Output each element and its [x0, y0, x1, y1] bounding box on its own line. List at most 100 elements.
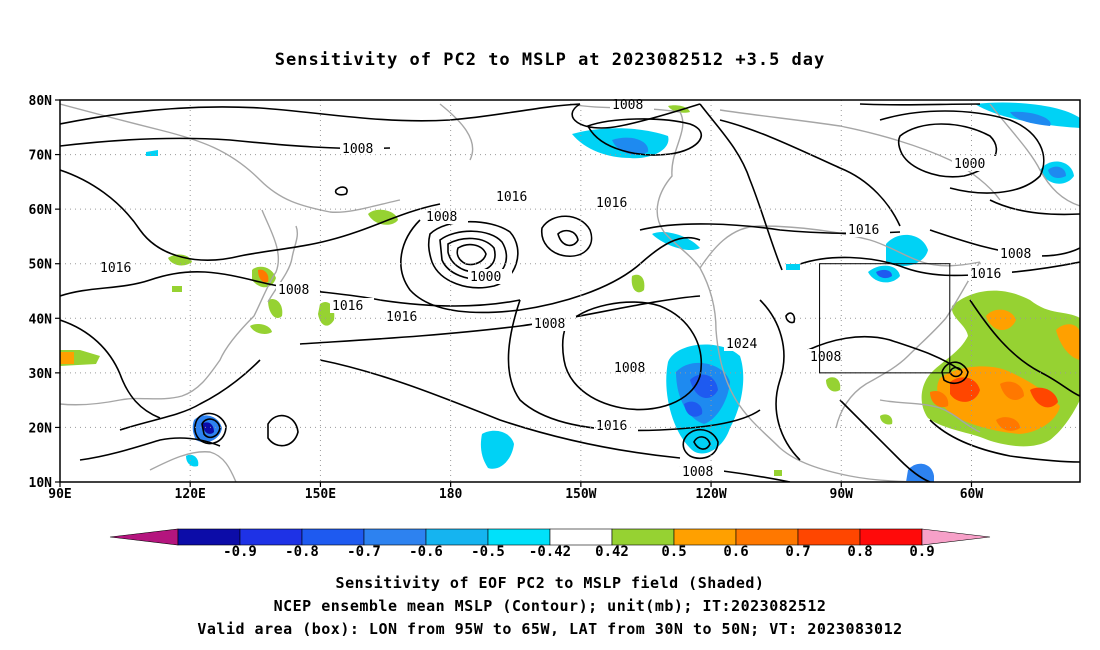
colorbar	[109, 528, 991, 546]
contour-label: 1016	[970, 267, 1001, 282]
contour-line	[693, 436, 711, 450]
lat-tick-label: 80N	[29, 94, 53, 109]
coastline	[989, 103, 1080, 207]
colorbar-tick-label: 0.7	[785, 544, 810, 560]
caption-valid-area: Valid area (box): LON from 95W to 65W, L…	[197, 620, 903, 638]
contour-label: 1008	[682, 465, 713, 480]
contour-line	[541, 215, 593, 257]
colorbar-tick-label: -0.5	[471, 544, 505, 560]
shade-negative	[786, 264, 800, 270]
colorbar-segment	[549, 528, 613, 546]
colorbar-segment	[859, 528, 923, 546]
contour-label: 1008	[614, 361, 645, 376]
contour-line	[201, 418, 221, 439]
shade-negative	[906, 463, 934, 482]
contour-line	[194, 412, 227, 445]
coastline	[879, 399, 981, 433]
contour-line	[60, 319, 161, 419]
contour-line	[267, 414, 299, 447]
shade-positive	[250, 324, 272, 334]
colorbar-tick-label: 0.42	[595, 544, 629, 560]
contour-label-bg	[724, 336, 768, 351]
coastline	[569, 103, 931, 482]
contour-label-bg	[968, 266, 1012, 281]
colorbar-extend-high	[921, 528, 991, 546]
contour-label: 1024	[726, 337, 757, 352]
colorbar-segment	[239, 528, 303, 546]
shade-negative	[652, 231, 700, 251]
colorbar-tick-label: -0.42	[529, 544, 571, 560]
contour-line	[897, 123, 997, 178]
contour-label: 1008	[534, 317, 565, 332]
coastline	[267, 225, 299, 303]
contour-label-bg	[952, 156, 996, 171]
contour-line	[839, 399, 931, 482]
shade-positive	[258, 269, 269, 283]
contour-label-group: 1008 1008 1000 1016 1016 1008 1000 1016 …	[98, 97, 1042, 480]
shade-negative	[186, 454, 199, 467]
contour-line	[719, 119, 901, 227]
lat-tick-label: 20N	[29, 421, 53, 436]
contour-line	[319, 359, 681, 459]
colorbar-tick-label: -0.8	[285, 544, 319, 560]
contour-label: 1008	[278, 283, 309, 298]
lat-tick-label: 40N	[29, 312, 53, 327]
contour-line	[561, 301, 702, 411]
coastline	[149, 451, 237, 482]
shade-positive	[774, 470, 782, 476]
contour-line	[60, 271, 521, 307]
contour-label-bg	[468, 269, 512, 284]
contour-label-bg	[276, 282, 320, 297]
contour-line	[969, 299, 1080, 397]
lon-tick-label: 90W	[830, 487, 854, 502]
lon-tick-label: 150E	[305, 487, 336, 502]
shade-positive	[1056, 324, 1080, 360]
shade-positive	[368, 209, 398, 225]
shade-positive	[1012, 324, 1027, 338]
shade-negative	[1048, 166, 1066, 178]
contour-label-bg	[384, 309, 428, 324]
shade-positive	[1000, 381, 1024, 400]
latitude-axis: 80N 70N 60N 50N 40N 30N 20N 10N	[29, 94, 53, 491]
coastlines	[60, 103, 1080, 482]
contour-label: 1008	[810, 350, 841, 365]
contour-line	[507, 299, 761, 432]
contour-label: 1008	[426, 210, 457, 225]
contour-line	[119, 359, 261, 431]
contour-line	[949, 366, 963, 378]
shade-negative	[876, 269, 892, 279]
shade-negative	[202, 422, 214, 434]
contour-line	[941, 361, 969, 385]
shade-positive	[930, 390, 949, 408]
tick-marks	[55, 99, 973, 487]
contour-line	[439, 230, 508, 280]
contour-line	[60, 103, 581, 125]
contour-line	[60, 169, 441, 261]
colorbar-segment	[673, 528, 737, 546]
colorbar-tick-label: -0.9	[223, 544, 257, 560]
contour-label: 1016	[596, 419, 627, 434]
shade-positive	[986, 309, 1016, 331]
lon-tick-label: 60W	[960, 487, 984, 502]
colorbar-segment	[797, 528, 861, 546]
contour-label: 1016	[596, 196, 627, 211]
contour-line	[807, 335, 961, 371]
colorbar-tick-label: 0.5	[661, 544, 686, 560]
contour-label-bg	[532, 316, 576, 331]
coastline	[60, 103, 401, 213]
contour-label-bg	[612, 360, 656, 375]
shade-positive	[172, 286, 182, 292]
contour-label: 1008	[342, 142, 373, 157]
caption-shaded: Sensitivity of EOF PC2 to MSLP field (Sh…	[335, 574, 765, 592]
shade-negative	[146, 150, 158, 156]
lon-tick-label: 150W	[565, 487, 596, 502]
colorbar-tick-label: 0.6	[723, 544, 748, 560]
caption-contour: NCEP ensemble mean MSLP (Contour); unit(…	[273, 597, 827, 615]
shade-negative	[886, 234, 928, 266]
shade-positive	[996, 417, 1020, 431]
contour-label: 1016	[332, 299, 363, 314]
contour-line	[759, 299, 801, 461]
contour-label: 1000	[470, 270, 501, 285]
lat-tick-label: 10N	[29, 476, 53, 491]
shade-negative	[480, 430, 514, 469]
